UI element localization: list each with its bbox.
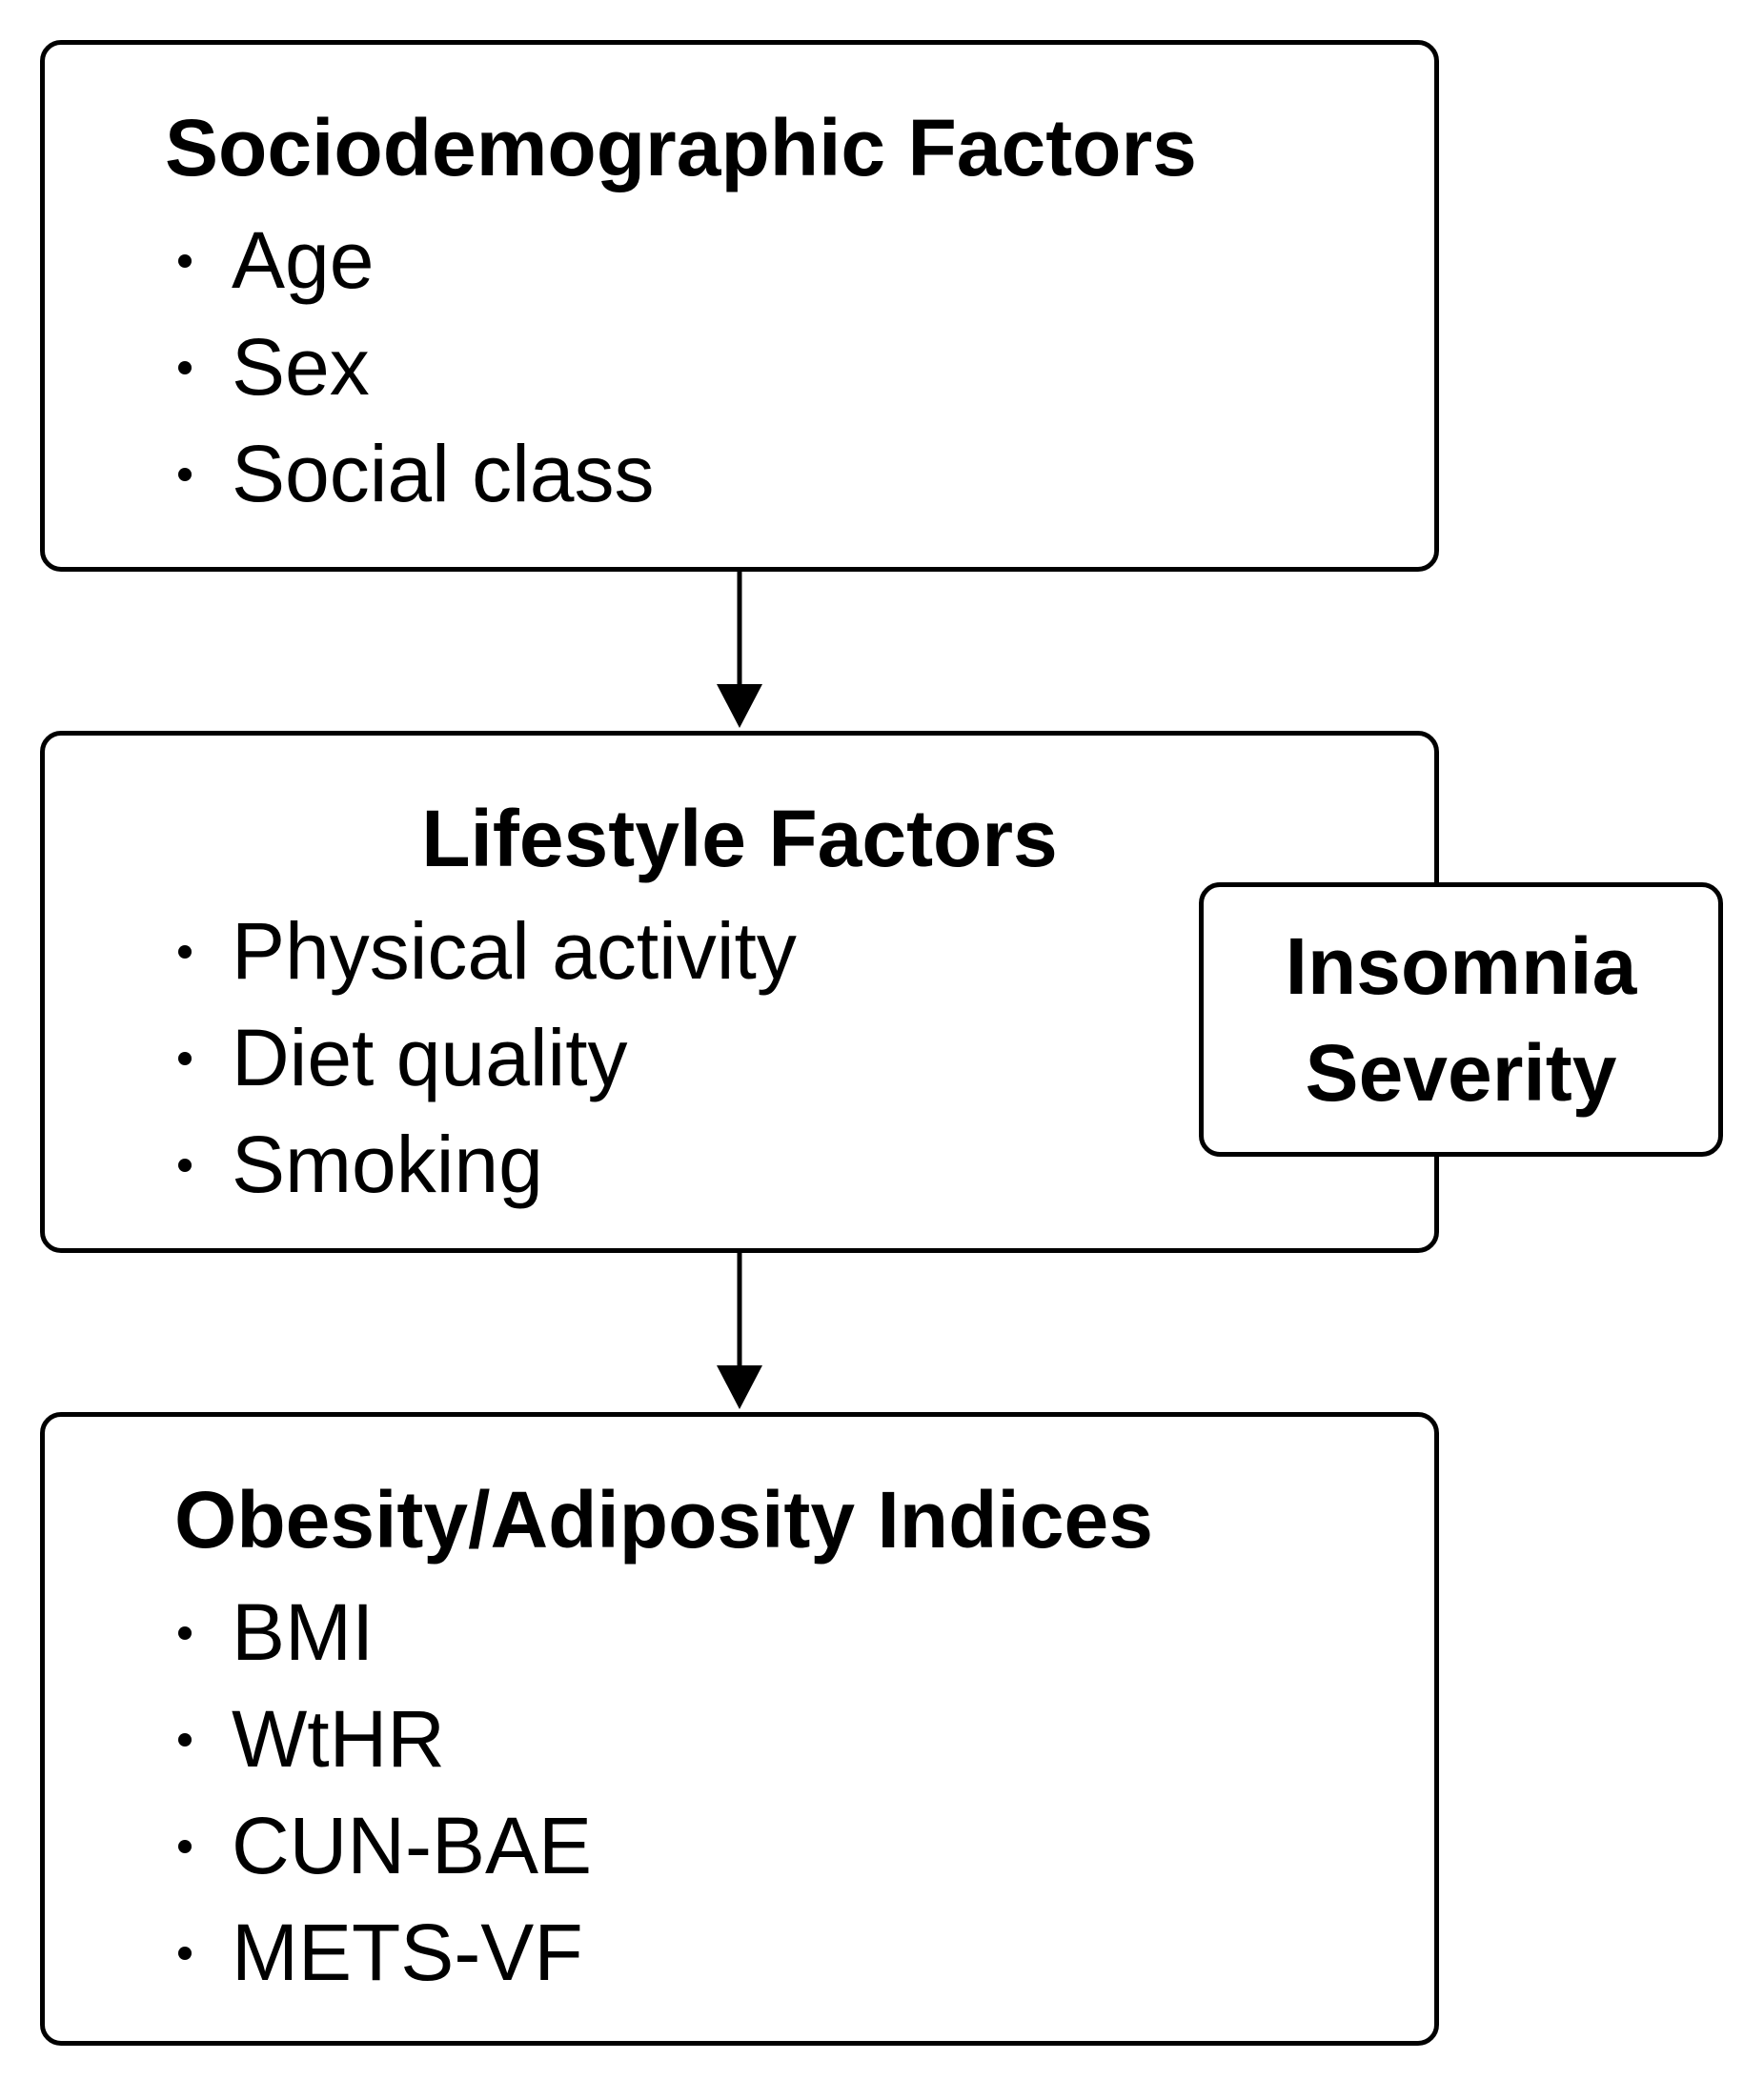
lifestyle-factors-title: Lifestyle Factors	[421, 794, 1058, 883]
list-item: Diet quality	[178, 1004, 797, 1111]
obesity-adiposity-indices-list: BMI WtHR CUN-BAE METS-VF	[178, 1579, 592, 2006]
insomnia-severity-label-line-1: Insomnia	[1285, 921, 1637, 1011]
insomnia-severity-label-line-2: Severity	[1305, 1028, 1617, 1118]
item-cun-bae: CUN-BAE	[232, 1801, 593, 1890]
list-item: METS-VF	[178, 1899, 592, 2006]
bullet-icon	[178, 1839, 192, 1853]
list-item: Sex	[178, 313, 655, 420]
bullet-icon	[178, 253, 192, 268]
bullet-icon	[178, 944, 192, 959]
bullet-icon	[178, 467, 192, 481]
item-social-class: Social class	[232, 429, 655, 518]
item-age: Age	[232, 215, 375, 305]
list-item: Physical activity	[178, 898, 797, 1004]
arrow-lifestyle-to-obesity	[717, 1253, 762, 1409]
list-item: CUN-BAE	[178, 1792, 592, 1899]
item-diet-quality: Diet quality	[232, 1013, 628, 1102]
obesity-adiposity-indices-title: Obesity/Adiposity Indices	[174, 1475, 1153, 1565]
sociodemographic-factors-title: Sociodemographic Factors	[165, 103, 1197, 192]
bullet-icon	[178, 1946, 192, 1960]
arrow-socio-to-lifestyle	[717, 572, 762, 728]
sociodemographic-factors-box: Sociodemographic Factors Age Sex Social …	[40, 40, 1439, 572]
item-bmi: BMI	[232, 1587, 375, 1677]
bullet-icon	[178, 1732, 192, 1747]
list-item: Smoking	[178, 1111, 797, 1218]
item-mets-vf: METS-VF	[232, 1908, 583, 1997]
lifestyle-factors-box: Lifestyle Factors Physical activity Diet…	[40, 731, 1439, 1253]
insomnia-severity-box: Insomnia Severity	[1199, 882, 1723, 1157]
bullet-icon	[178, 1625, 192, 1640]
list-item: Age	[178, 207, 655, 313]
item-sex: Sex	[232, 322, 370, 412]
list-item: Social class	[178, 420, 655, 527]
bullet-icon	[178, 1158, 192, 1172]
list-item: WtHR	[178, 1686, 592, 1792]
item-physical-activity: Physical activity	[232, 906, 797, 996]
obesity-adiposity-indices-box: Obesity/Adiposity Indices BMI WtHR CUN-B…	[40, 1412, 1439, 2046]
sociodemographic-factors-list: Age Sex Social class	[178, 207, 655, 527]
bullet-icon	[178, 360, 192, 374]
list-item: BMI	[178, 1579, 592, 1686]
item-wthr: WtHR	[232, 1694, 445, 1784]
item-smoking: Smoking	[232, 1120, 543, 1209]
bullet-icon	[178, 1051, 192, 1065]
lifestyle-factors-list: Physical activity Diet quality Smoking	[178, 898, 797, 1218]
